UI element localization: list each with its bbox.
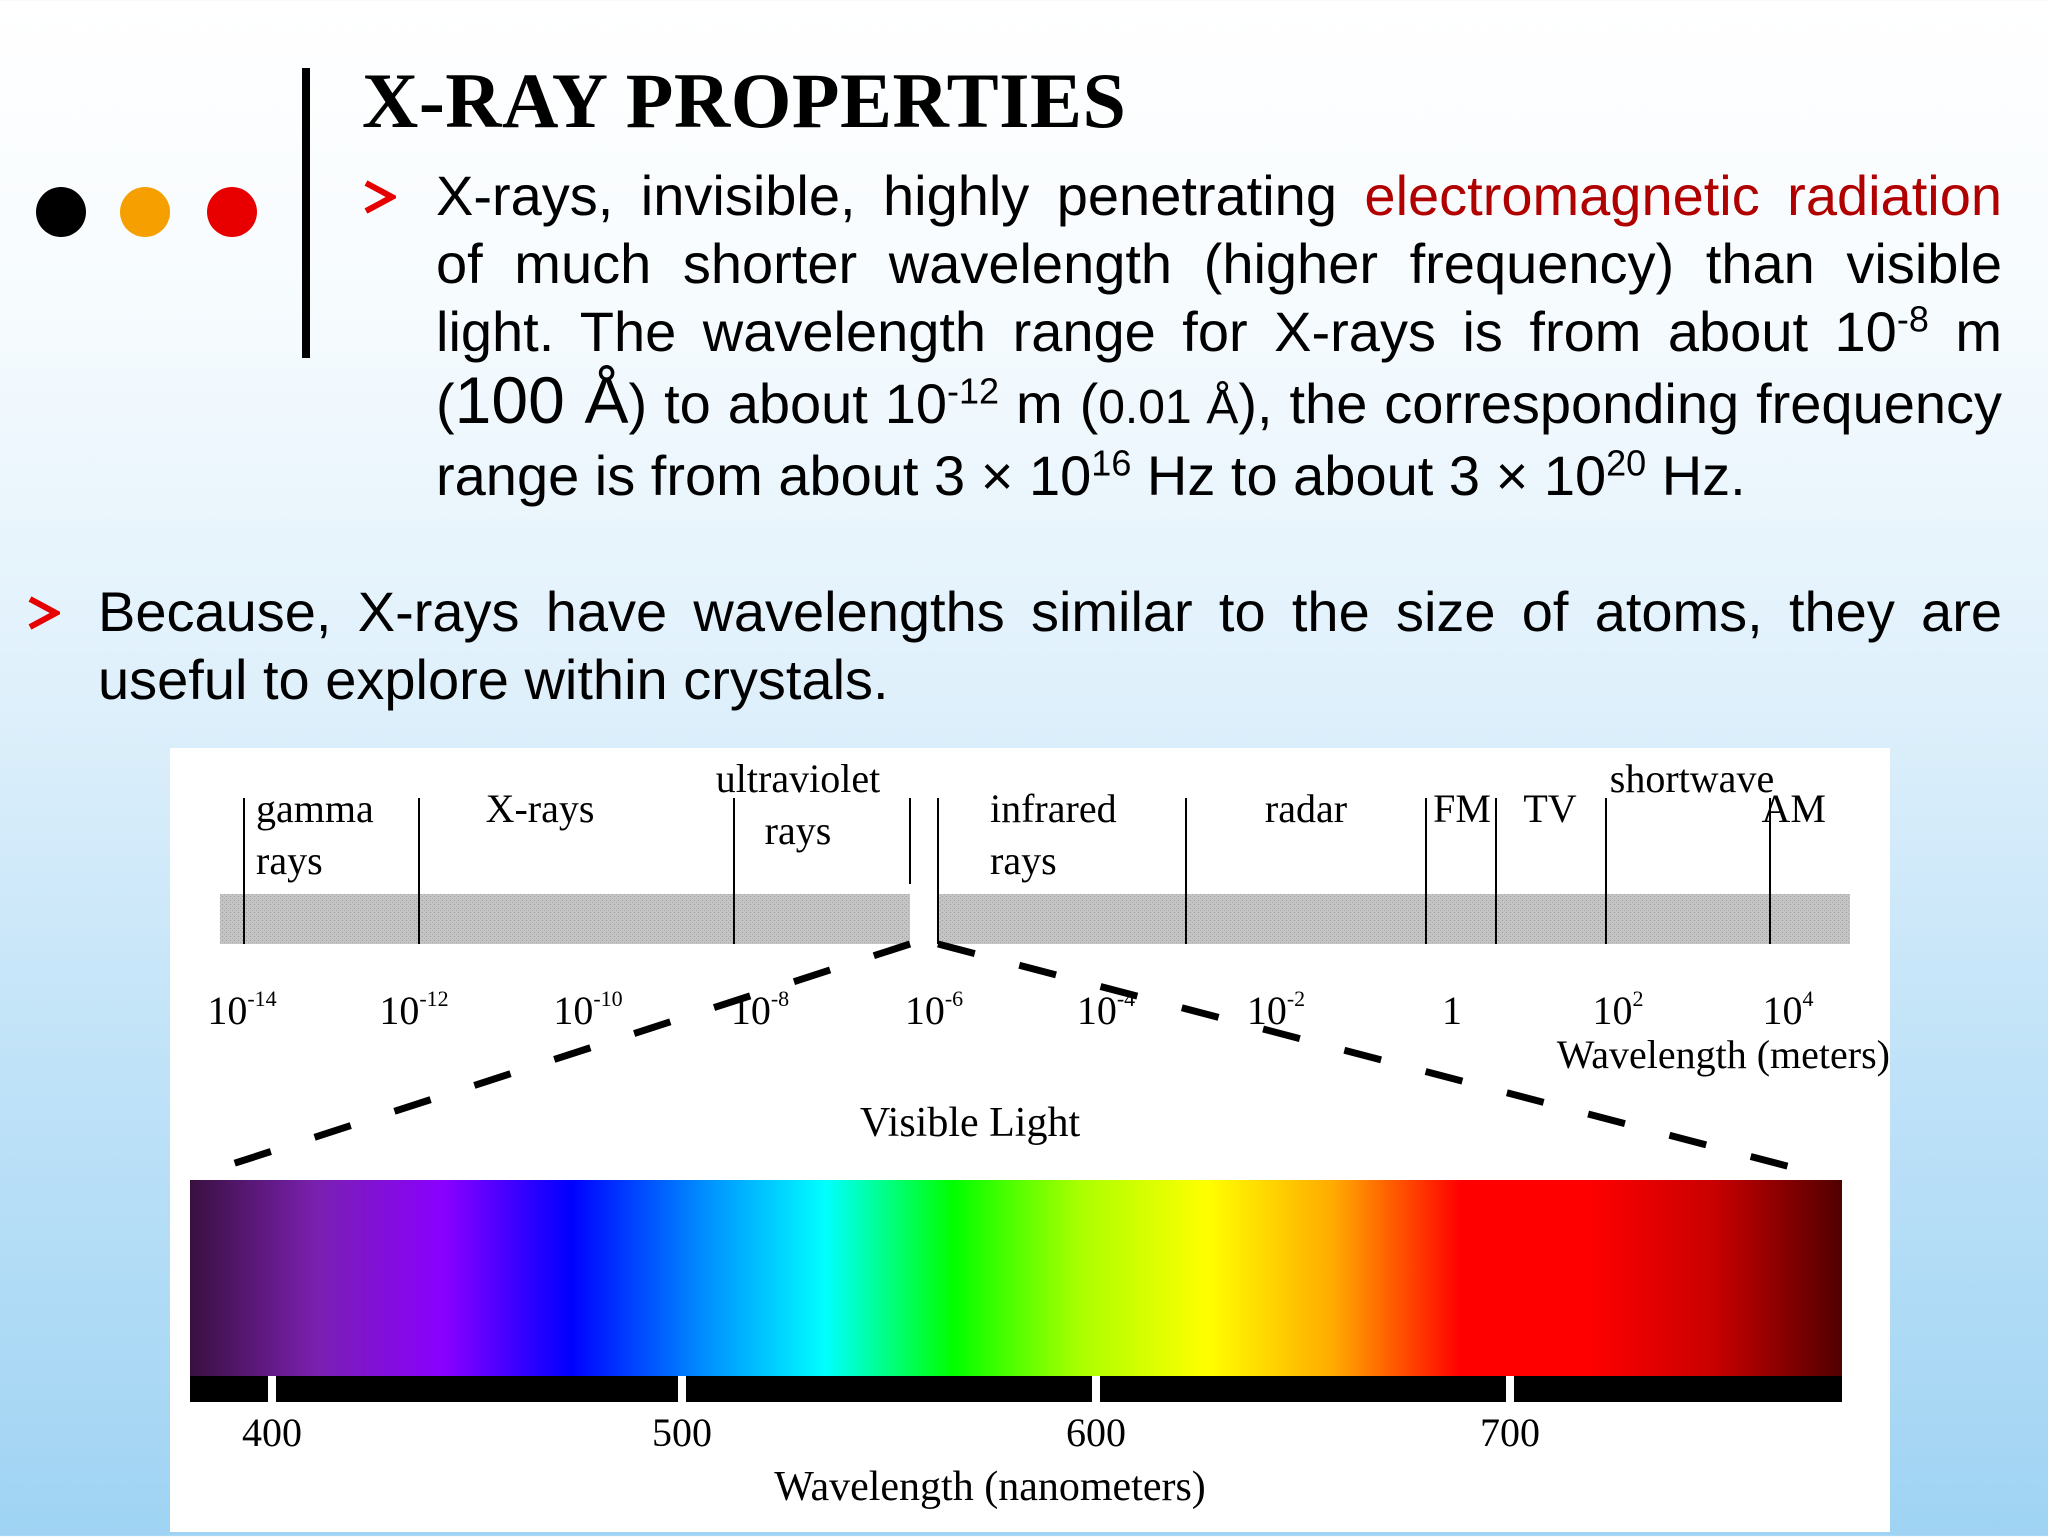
visible-light-label: Visible Light (860, 1100, 1081, 1146)
bullet-arrow-icon (364, 180, 396, 214)
nm-tick-label: 700 (1480, 1410, 1540, 1455)
bullet-1-part-d: ) to about 10 (628, 372, 948, 435)
wavelength-axis-label: Wavelength (meters) (1557, 1032, 1890, 1077)
em-spectrum-figure: gamma rays X-rays ultraviolet rays infrared ra… (170, 748, 1890, 1532)
slide-title: X-RAY PROPERTIES (362, 57, 1127, 144)
highlight-term: electromagnetic radiation (1364, 164, 2002, 227)
region-label: AM (1762, 786, 1826, 831)
angstrom-value: 0.01 Å (1098, 381, 1239, 434)
nm-tick-label: 400 (242, 1410, 302, 1455)
nm-tick-label: 600 (1066, 1410, 1126, 1455)
region-label: infrared rays (990, 786, 1117, 883)
tick-label: 104 (1763, 986, 1814, 1033)
exponent: -8 (1896, 298, 1929, 340)
tick-label: 10-10 (553, 986, 622, 1033)
region-label: FM (1433, 786, 1491, 831)
nm-tick-mark (678, 1376, 686, 1402)
region-label: gamma rays (256, 786, 374, 883)
region-label: radar (1265, 786, 1347, 831)
tick-label: 102 (1593, 986, 1644, 1033)
tick-label: 10-8 (731, 986, 789, 1033)
nm-scale-bar (190, 1376, 1842, 1402)
bullet-1-text: X-rays, invisible, highly penetrating el… (436, 162, 2002, 510)
region-label: shortwave (1610, 756, 1774, 801)
nm-tick-mark (1092, 1376, 1100, 1402)
region-label: TV (1523, 786, 1576, 831)
bullet-arrow-icon (28, 596, 60, 630)
tick-label: 10-2 (1247, 986, 1305, 1033)
bullet-1-part-h: Hz. (1646, 444, 1746, 507)
bullet-1-part-e: m ( (999, 372, 1099, 435)
exponent: 20 (1606, 442, 1647, 484)
exponent: -12 (947, 370, 1000, 412)
nm-tick-label: 500 (652, 1410, 712, 1455)
em-bar-right (938, 894, 1850, 944)
tick-label: 10-14 (207, 986, 276, 1033)
visible-zoom-lines (218, 940, 1811, 1176)
nm-axis-label: Wavelength (nanometers) (774, 1464, 1206, 1510)
bullet-1-part-c: m ( (436, 300, 2002, 435)
title-divider (302, 68, 310, 358)
red-dot-icon (207, 187, 257, 237)
nm-tick-mark (268, 1376, 276, 1402)
black-dot-icon (36, 187, 86, 237)
bullet-2-text: Because, X-rays have wavelengths similar… (98, 580, 2002, 711)
nm-tick-mark (1506, 1376, 1514, 1402)
region-label: X-rays (486, 786, 595, 831)
tick-label: 1 (1442, 988, 1462, 1033)
exponent: 16 (1091, 442, 1132, 484)
tick-label: 10-12 (379, 986, 448, 1033)
tick-label: 10-6 (905, 986, 963, 1033)
bullet-1-part-b: of much shorter wavelength (higher frequ… (436, 232, 2002, 363)
em-bar-left (220, 894, 910, 944)
visible-spectrum-band (190, 1180, 1842, 1376)
spectrum-diagram: gamma rays X-rays ultraviolet rays infrared ra… (190, 756, 1890, 1510)
bullet-1-part-f: ), the corresponding frequency range is … (436, 372, 2002, 507)
orange-dot-icon (120, 187, 170, 237)
bullet-1-part-a: X-rays, invisible, highly penetrating (436, 164, 1365, 227)
region-label: ultraviolet rays (716, 756, 880, 853)
bullet-1-part-g: Hz to about 3 × 10 (1131, 444, 1607, 507)
angstrom-value: 100 Å (454, 363, 629, 437)
region-dividers (243, 798, 1771, 944)
